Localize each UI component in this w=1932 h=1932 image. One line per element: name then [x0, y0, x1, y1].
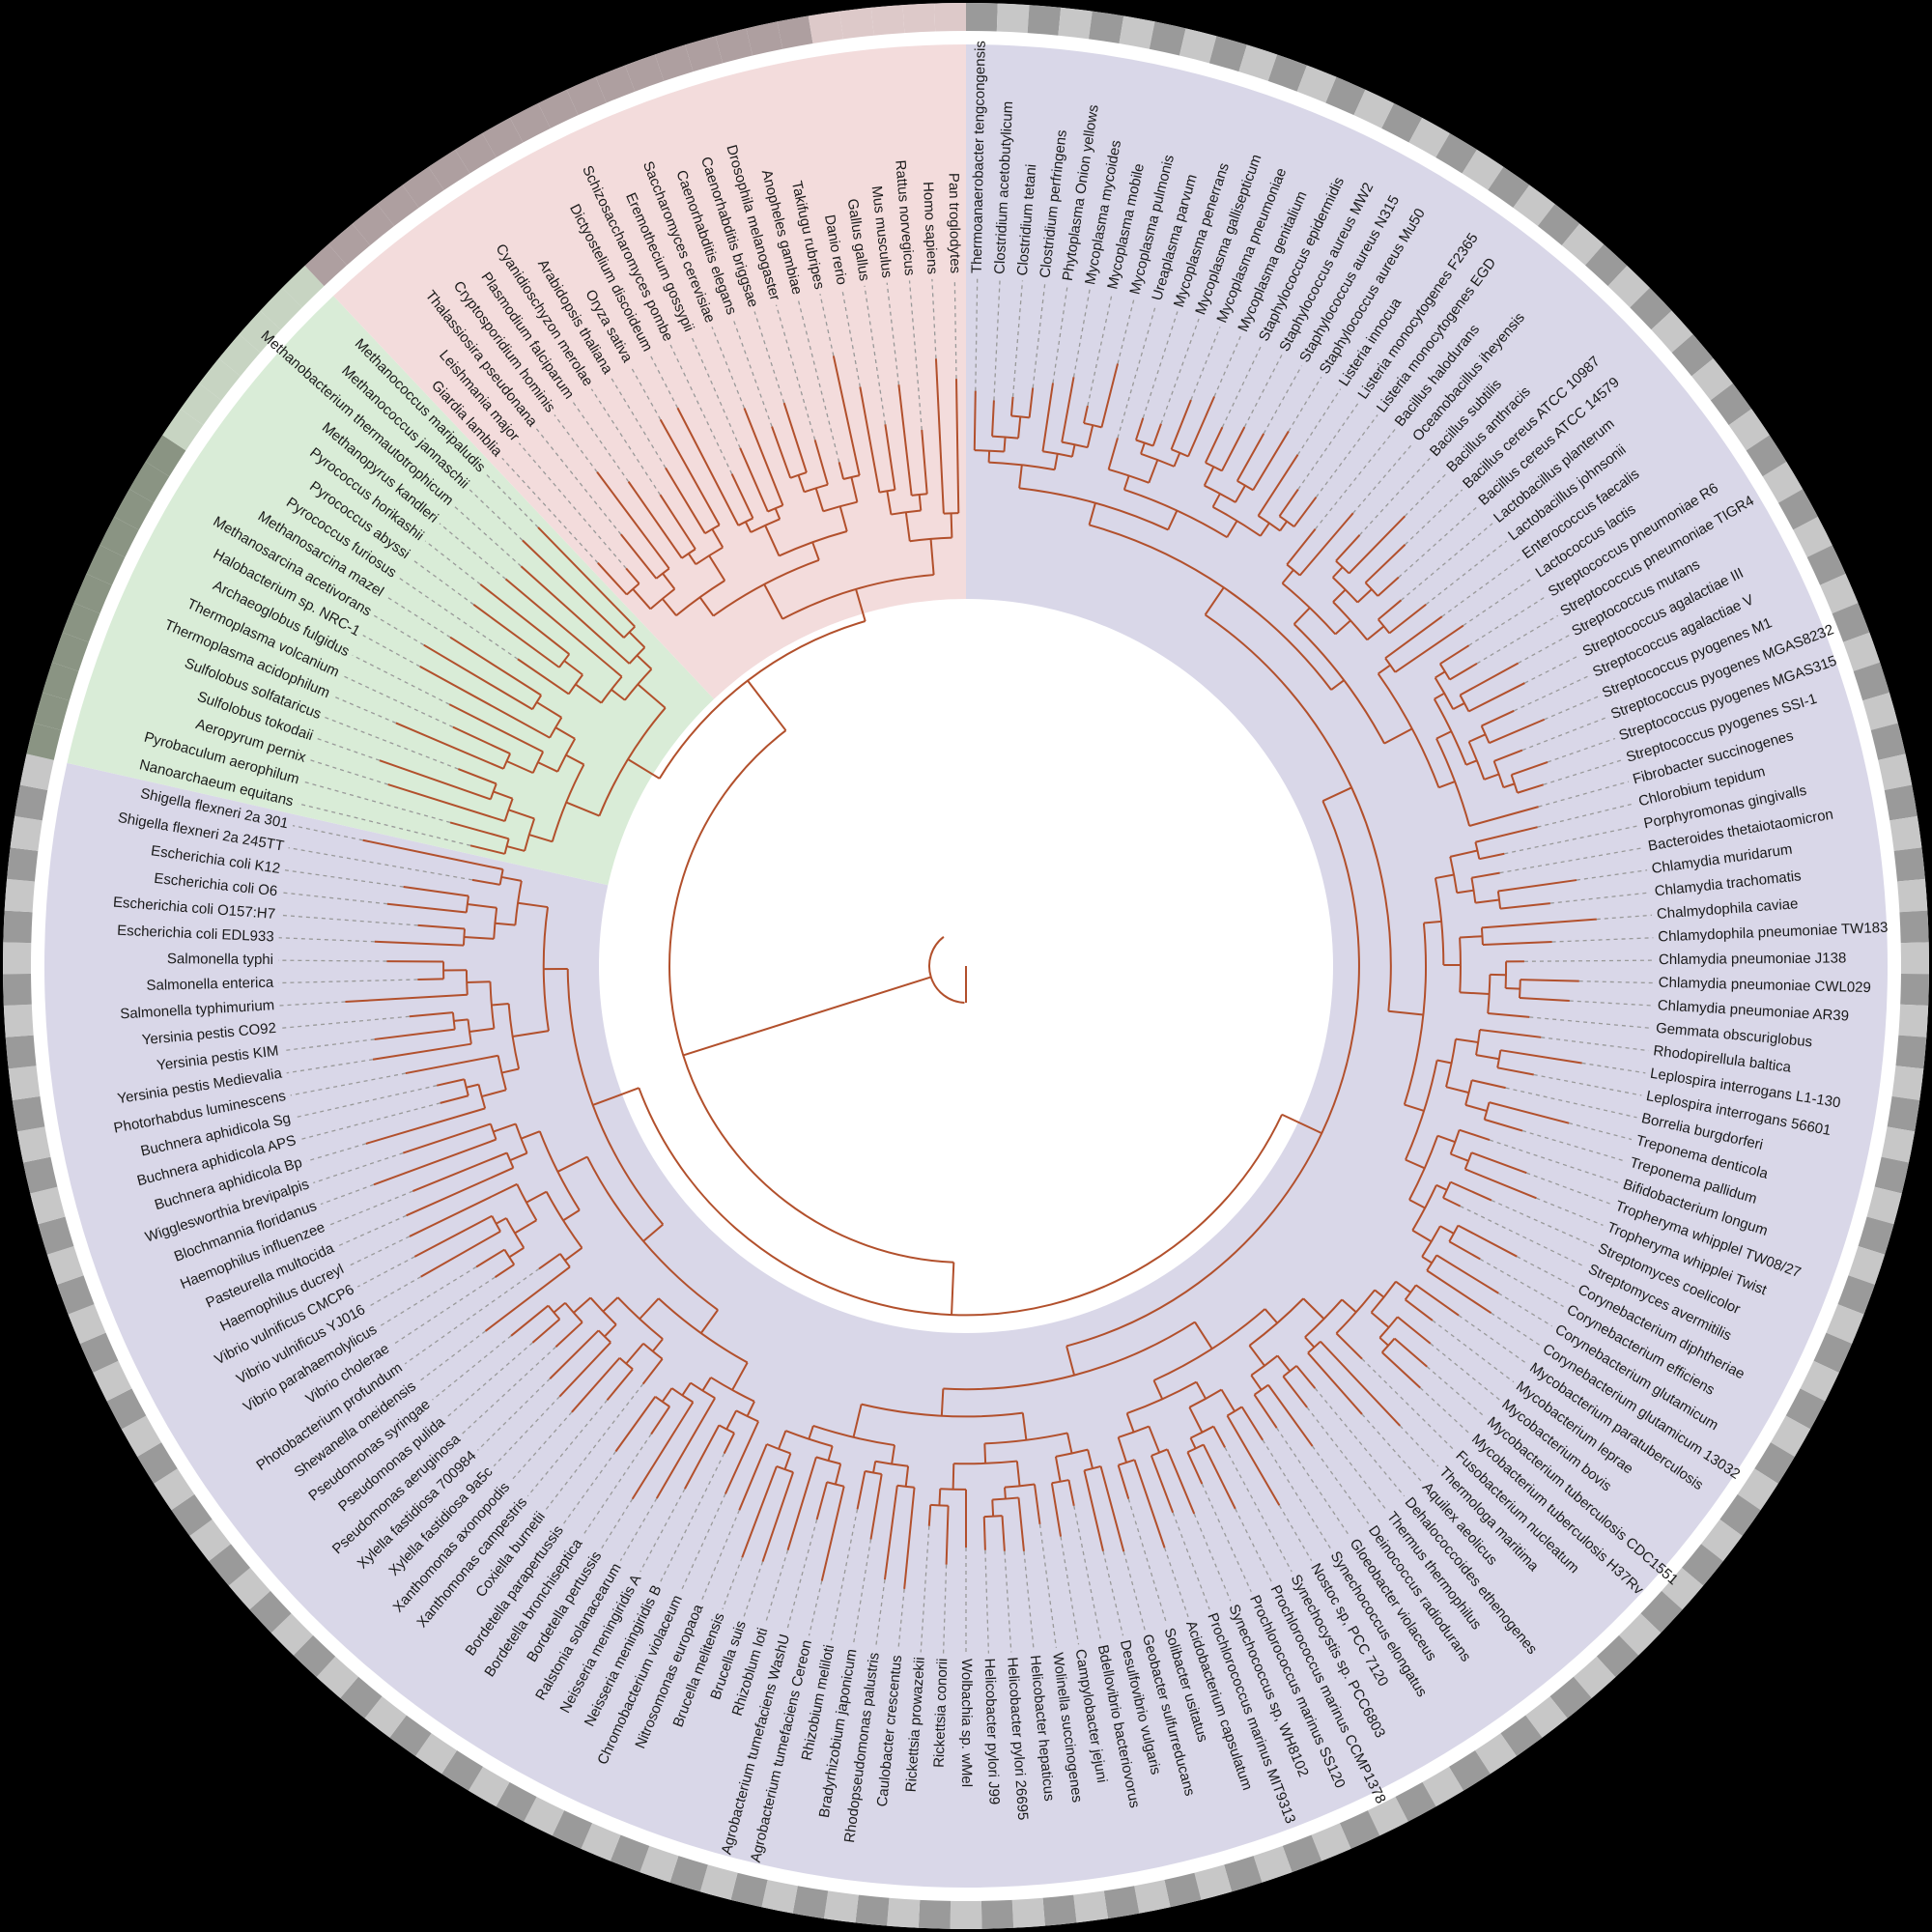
svg-text:Wolbachia sp. wMel: Wolbachia sp. wMel: [958, 1659, 975, 1787]
svg-text:Salmonella enterica: Salmonella enterica: [146, 975, 274, 994]
svg-text:Chlamydia pneumoniae J138: Chlamydia pneumoniae J138: [1659, 950, 1846, 968]
svg-text:Salmonella typhi: Salmonella typhi: [167, 951, 273, 968]
svg-text:Pan troglodytes: Pan troglodytes: [946, 173, 964, 273]
